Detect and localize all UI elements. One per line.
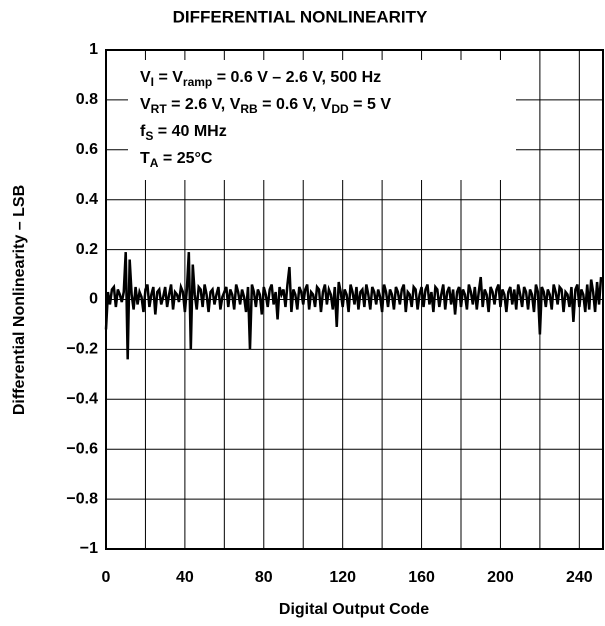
y-tick-label: 0.6 — [76, 141, 98, 158]
annotation-text: = 5 V — [349, 96, 392, 113]
annotation-text: = 40 MHz — [153, 123, 226, 140]
annotation-subscript: ramp — [183, 75, 212, 89]
x-tick-label: 200 — [487, 569, 514, 586]
annotation-subscript: RT — [151, 102, 168, 116]
annotation-text: T — [140, 150, 150, 167]
x-tick-label: 80 — [255, 569, 273, 586]
annotation-text: V — [140, 96, 151, 113]
annotation: VRT = 2.6 V, VRB = 0.6 V, VDD = 5 V — [140, 96, 391, 116]
annotation: TA = 25°C — [140, 150, 213, 170]
annotation-subscript: A — [150, 156, 159, 170]
x-axis-title: Digital Output Code — [279, 601, 429, 618]
annotation-text: V — [140, 69, 151, 86]
y-tick-label: 1 — [89, 41, 98, 58]
y-tick-label: −0.8 — [66, 490, 98, 507]
y-tick-label: −0.4 — [66, 391, 98, 408]
annotation-box — [128, 60, 516, 180]
y-tick-label: 0.8 — [76, 91, 98, 108]
x-tick-label: 120 — [329, 569, 356, 586]
plot-frame — [105, 49, 604, 550]
annotation-text: f — [140, 123, 146, 140]
y-tick-label: −0.6 — [66, 440, 98, 457]
annotation-text: = 2.6 V, V — [167, 96, 241, 113]
y-tick-label: 0 — [89, 291, 98, 308]
annotation-subscript: I — [151, 75, 154, 89]
annotation-text: = V — [154, 69, 183, 86]
annotation: VI = Vramp = 0.6 V – 2.6 V, 500 Hz — [140, 69, 381, 89]
data-line — [104, 252, 603, 360]
annotation-text: = 25°C — [158, 150, 212, 167]
chart-title: DIFFERENTIAL NONLINEARITY — [173, 7, 428, 26]
y-tick-label: 0.4 — [76, 191, 98, 208]
y-axis-title: Differential Nonlinearity – LSB — [11, 185, 28, 415]
annotation-text: = 0.6 V – 2.6 V, 500 Hz — [212, 69, 381, 86]
x-tick-label: 40 — [176, 569, 194, 586]
x-tick-label: 240 — [566, 569, 593, 586]
y-tick-label: 0.2 — [76, 241, 98, 258]
x-tick-label: 0 — [102, 569, 111, 586]
y-tick-label: −1 — [80, 540, 98, 557]
annotation-subscript: S — [145, 129, 153, 143]
x-tick-label: 160 — [408, 569, 435, 586]
annotation: fS = 40 MHz — [140, 123, 227, 143]
annotation-text: = 0.6 V, V — [258, 96, 332, 113]
annotation-subscript: RB — [240, 102, 258, 116]
y-tick-label: −0.2 — [66, 341, 98, 358]
annotation-subscript: DD — [331, 102, 349, 116]
